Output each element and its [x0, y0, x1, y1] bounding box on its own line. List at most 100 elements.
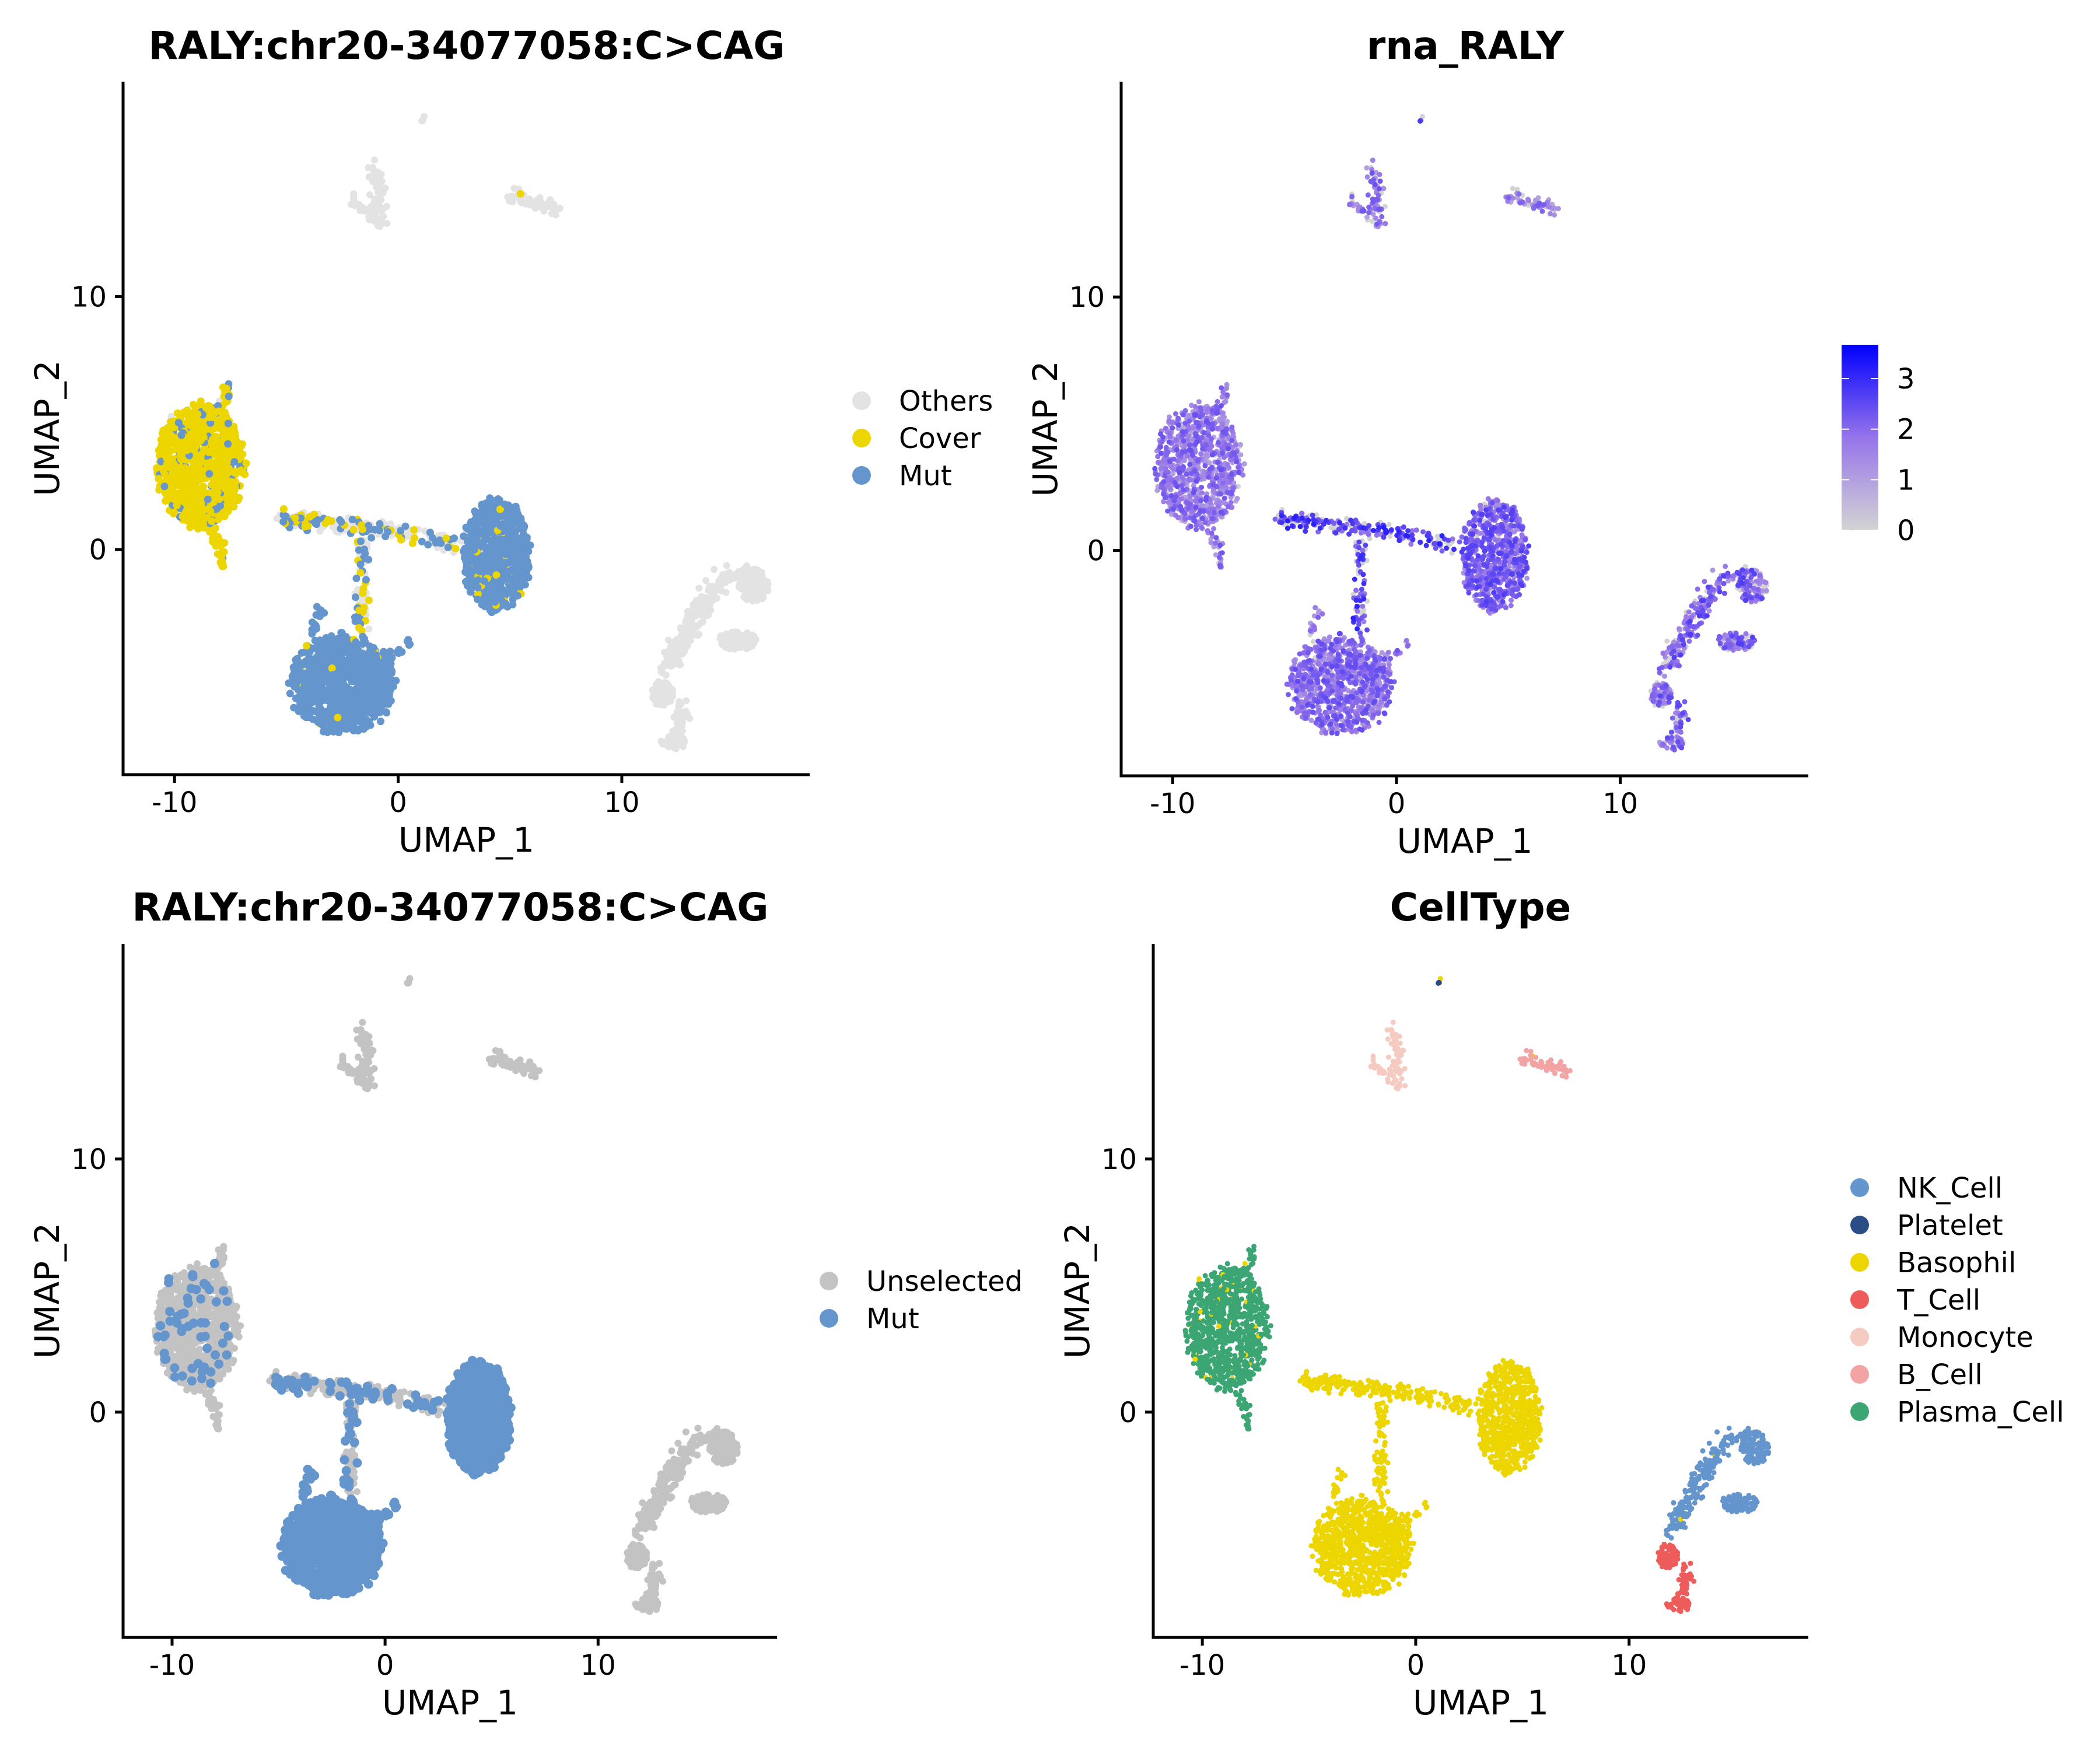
data-point [383, 220, 391, 227]
legend: Others Cover Mut [852, 385, 993, 492]
data-point [699, 595, 707, 603]
data-point [490, 597, 498, 605]
data-point [319, 689, 327, 697]
data-point [237, 468, 245, 476]
data-point [496, 577, 504, 585]
data-point [167, 473, 176, 481]
data-point [215, 424, 223, 432]
data-point [1726, 578, 1731, 584]
data-point [537, 204, 545, 211]
data-point [306, 513, 314, 521]
data-point [480, 537, 488, 545]
x-tick-label: -10 [152, 786, 197, 819]
legend-item-mut[interactable]: Mut [852, 460, 952, 492]
data-point [466, 573, 474, 581]
data-point [678, 741, 685, 749]
data-point [722, 589, 730, 596]
data-point [1662, 673, 1668, 679]
data-point [356, 204, 364, 212]
data-point [674, 639, 682, 646]
data-point [208, 481, 216, 489]
data-point [710, 566, 718, 573]
data-point [373, 665, 381, 673]
data-point [661, 740, 668, 748]
data-point [377, 718, 385, 726]
data-point [660, 663, 667, 670]
data-point [223, 459, 231, 467]
data-point [341, 673, 349, 681]
data-point [1710, 568, 1716, 573]
data-point [169, 510, 177, 517]
data-point [395, 646, 403, 654]
data-point [346, 720, 354, 729]
data-point [209, 528, 218, 537]
data-point [494, 495, 502, 503]
x-tick-label: 0 [389, 786, 407, 819]
data-point [242, 459, 250, 467]
data-point [552, 211, 559, 219]
data-point [486, 556, 494, 564]
data-point [365, 164, 372, 172]
data-point [509, 601, 517, 608]
data-point [509, 198, 516, 206]
data-point [1386, 522, 1392, 527]
data-point [356, 670, 363, 678]
legend-label: Others [899, 385, 993, 418]
data-point [474, 576, 482, 584]
data-point [671, 643, 678, 651]
data-point [523, 534, 531, 541]
data-point [1555, 206, 1561, 212]
data-point [220, 447, 228, 456]
data-point [373, 671, 381, 680]
data-point [161, 489, 169, 498]
data-point [317, 705, 325, 713]
data-point [662, 671, 670, 679]
data-point [216, 542, 225, 550]
data-point [723, 643, 731, 650]
data-point [352, 575, 360, 582]
data-point [191, 481, 200, 489]
data-point [206, 508, 215, 516]
data-point [159, 467, 167, 475]
data-point [510, 504, 519, 512]
y-tick-label: 0 [89, 534, 107, 566]
data-point [673, 734, 680, 742]
data-point [504, 569, 512, 578]
data-point [652, 684, 660, 692]
data-point [404, 531, 411, 539]
data-point [685, 618, 692, 626]
data-point [155, 475, 163, 483]
data-point [695, 631, 703, 638]
data-point [317, 639, 325, 647]
data-point [473, 537, 481, 545]
data-point [346, 649, 355, 657]
legend-item-cover[interactable]: Cover [852, 422, 981, 455]
data-point [225, 393, 233, 401]
data-point [502, 548, 510, 556]
data-point [652, 691, 659, 699]
data-point [526, 201, 534, 209]
data-point [675, 704, 682, 711]
data-point [175, 445, 183, 453]
data-point [370, 195, 378, 202]
data-point [699, 611, 706, 618]
data-point [387, 520, 394, 528]
data-point [1364, 165, 1370, 171]
data-point [202, 404, 210, 412]
data-point [337, 518, 345, 526]
data-point [313, 625, 320, 633]
data-point [705, 611, 712, 619]
data-point [663, 682, 670, 690]
data-point [426, 528, 434, 537]
data-point [740, 633, 747, 640]
data-point [501, 501, 509, 509]
data-point [702, 577, 710, 584]
data-point [484, 505, 492, 513]
data-point [315, 714, 323, 722]
point-layer [153, 113, 772, 752]
legend-item-others[interactable]: Others [852, 385, 993, 418]
data-point [310, 697, 318, 705]
data-point [750, 594, 757, 602]
data-point [751, 636, 758, 644]
data-point [406, 640, 414, 648]
